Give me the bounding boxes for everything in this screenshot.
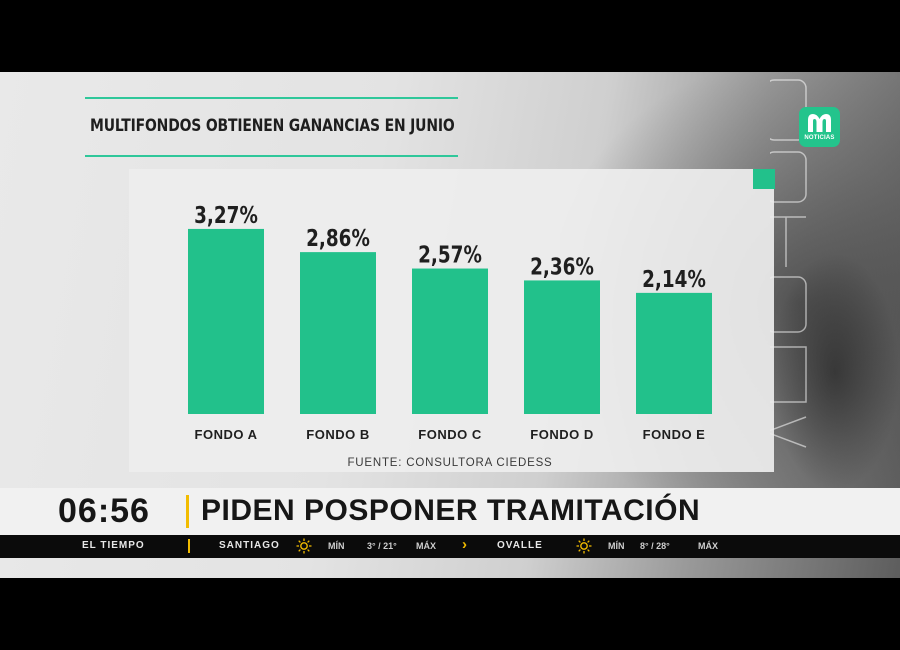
temperature-range: 8° / 28° [640, 541, 670, 551]
min-label: MÍN [328, 541, 345, 551]
min-label: MÍN [608, 541, 625, 551]
corner-accent [753, 169, 775, 189]
headline: PIDEN POSPONER TRAMITACIÓN [201, 494, 701, 527]
bar [636, 292, 712, 414]
chart-title: MULTIFONDOS OBTIENEN GANANCIAS EN JUNIO [90, 116, 455, 136]
category-label: FONDO D [530, 427, 593, 442]
max-label: MÁX [698, 541, 718, 551]
bar-value-label: 3,27% [194, 202, 258, 229]
channel-logo: NOTICIAS [799, 107, 840, 147]
logo-label: NOTICIAS [804, 135, 835, 141]
category-label: FONDO E [643, 427, 706, 442]
clock: 06:56 [58, 492, 150, 530]
city-name: SANTIAGO [219, 540, 280, 551]
bar-chart: 3,27% FONDO A 2,86% FONDO B 2,57% FONDO C 2,36… [188, 202, 712, 469]
chevron-right-icon: › [462, 536, 467, 553]
background-photo-shadow [770, 252, 900, 492]
news-ticker-headline: 06:56 PIDEN POSPONER TRAMITACIÓN [0, 488, 900, 535]
category-label: FONDO C [418, 427, 482, 442]
temperature-range: 3° / 21° [367, 541, 397, 551]
city-name: OVALLE [497, 540, 543, 551]
bar-value-label: 2,86% [306, 225, 370, 252]
bar-value-label: 2,14% [642, 266, 706, 293]
bar [524, 280, 600, 414]
separator [186, 495, 189, 528]
broadcast-frame: MULTIFONDOS OBTIENEN GANANCIAS EN JUNIO … [0, 72, 900, 578]
bar [300, 252, 376, 414]
source-note: FUENTE: CONSULTORA CIEDESS [347, 457, 552, 469]
bar [188, 228, 264, 414]
sun-icon [576, 538, 592, 554]
separator [188, 539, 190, 553]
bar-value-label: 2,57% [418, 242, 482, 269]
max-label: MÁX [416, 541, 436, 551]
logo-mark-icon [808, 114, 831, 132]
category-label: FONDO B [306, 427, 369, 442]
chart-title-box: MULTIFONDOS OBTIENEN GANANCIAS EN JUNIO [85, 97, 458, 157]
category-label: FONDO A [195, 427, 258, 442]
bar [412, 268, 488, 414]
weather-section-label: EL TIEMPO [82, 540, 145, 551]
bar-value-label: 2,36% [530, 253, 594, 280]
sun-icon [296, 538, 312, 554]
weather-ticker: EL TIEMPO SANTIAGO MÍN 3° / 21° MÁX › OV… [0, 535, 900, 558]
